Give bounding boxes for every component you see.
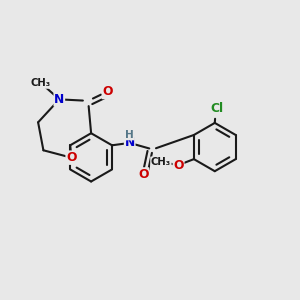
Text: CH₃: CH₃ xyxy=(151,157,171,167)
Text: H: H xyxy=(125,130,134,140)
Text: O: O xyxy=(138,168,148,181)
Text: N: N xyxy=(54,93,64,106)
Text: CH₃: CH₃ xyxy=(31,78,51,88)
Text: O: O xyxy=(66,151,76,164)
Text: N: N xyxy=(124,136,135,149)
Text: Cl: Cl xyxy=(210,102,224,115)
Text: O: O xyxy=(102,85,113,98)
Text: O: O xyxy=(173,158,184,172)
